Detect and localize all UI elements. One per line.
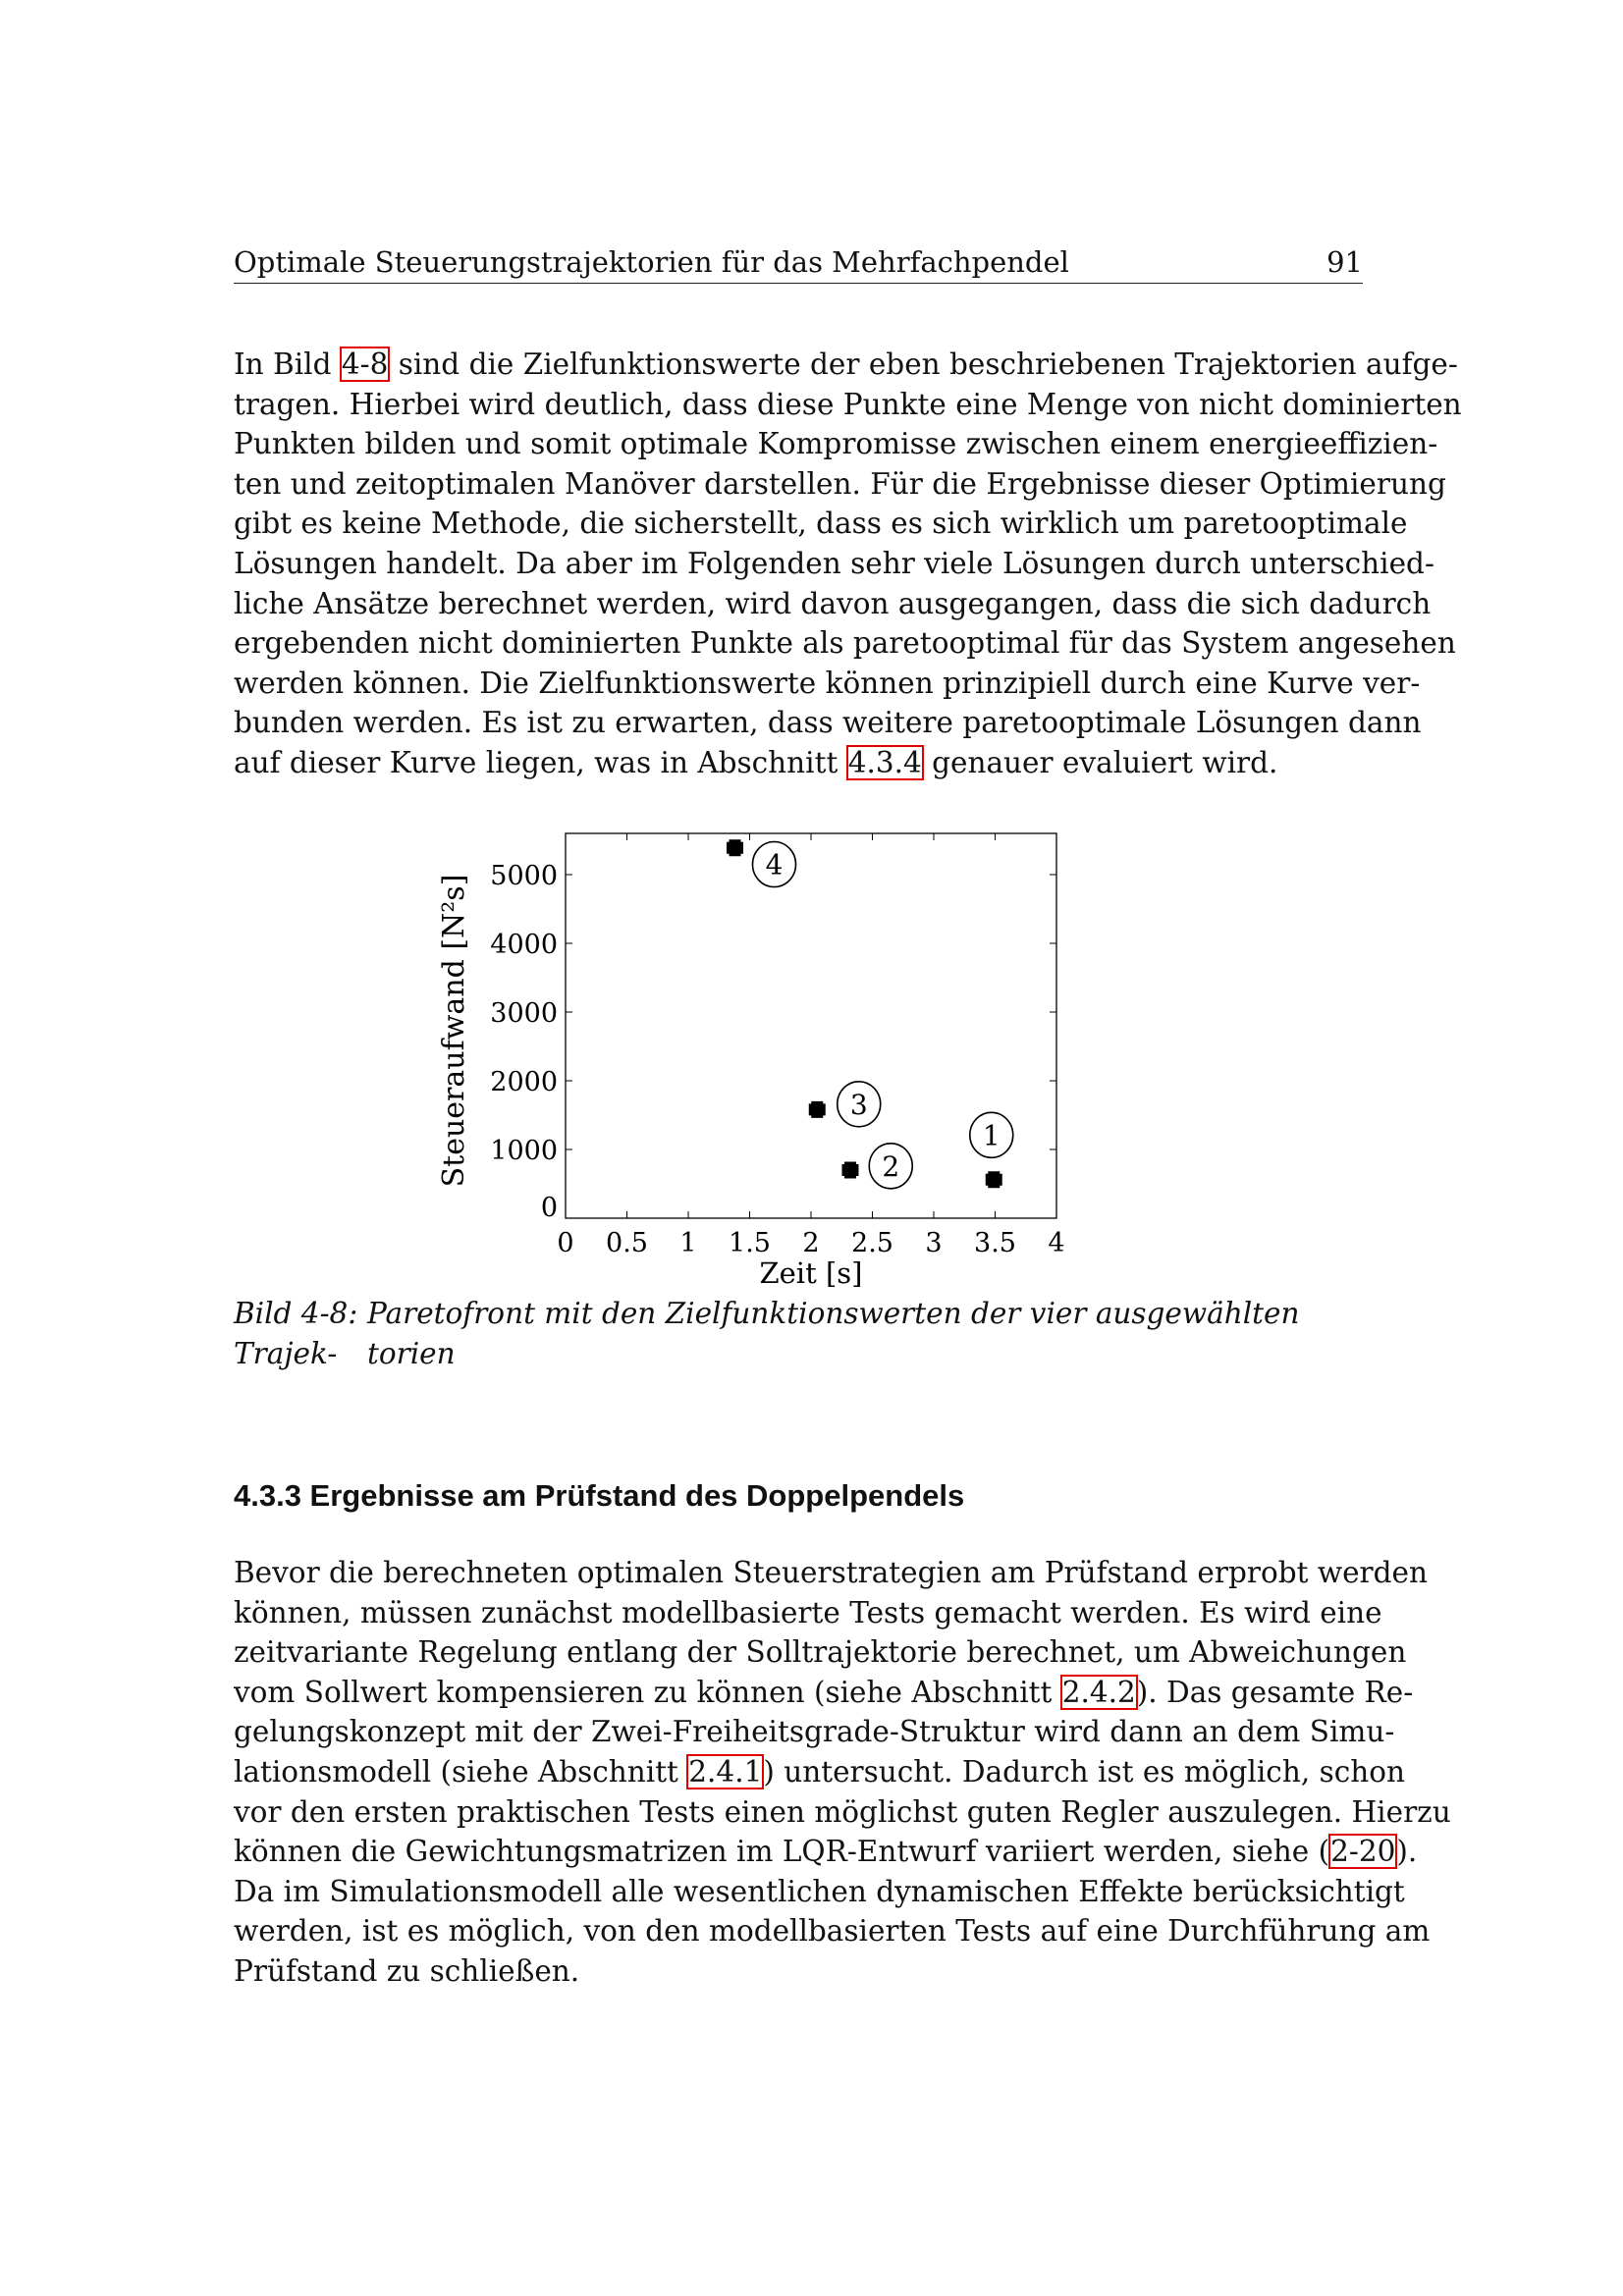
- data-point-marker: [808, 1100, 826, 1118]
- text-span: genauer evaluiert wird.: [922, 745, 1278, 779]
- text-span: Da im Simulationsmodell alle wesentliche…: [234, 1874, 1405, 1908]
- text-line: tragen. Hierbei wird deutlich, dass dies…: [234, 385, 1462, 425]
- page-number: 91: [1326, 245, 1363, 279]
- text-span: zeitvariante Regelung entlang der Solltr…: [234, 1635, 1407, 1670]
- text-span: werden, ist es möglich, von den modellba…: [234, 1914, 1431, 1949]
- text-line: zeitvariante Regelung entlang der Solltr…: [234, 1632, 1406, 1673]
- text-span: können, müssen zunächst modellbasierte T…: [234, 1595, 1382, 1629]
- y-tick-label: 1000: [490, 1136, 558, 1166]
- text-span: ). Das gesamte Re-: [1136, 1675, 1414, 1709]
- text-span: Punkten bilden und somit optimale Kompro…: [234, 427, 1438, 461]
- text-span: auf dieser Kurve liegen, was in Abschnit…: [234, 745, 847, 779]
- x-tick-label: 1.5: [729, 1228, 771, 1258]
- point-label: 2: [882, 1150, 899, 1183]
- text-span: ).: [1396, 1835, 1418, 1869]
- text-line: Lösungen handelt. Da aber im Folgenden s…: [234, 544, 1434, 584]
- text-line: gibt es keine Methode, die sicherstellt,…: [234, 504, 1408, 544]
- text-span: Prüfstand zu schließen.: [234, 1953, 580, 1988]
- text-line: Punkten bilden und somit optimale Kompro…: [234, 424, 1437, 464]
- x-tick-label: 2: [802, 1228, 819, 1258]
- cross-reference-link[interactable]: 2-20: [1328, 1834, 1398, 1870]
- text-span: lationsmodell (siehe Abschnitt: [234, 1754, 688, 1789]
- x-tick-label: 2.5: [851, 1228, 893, 1258]
- running-header: Optimale Steuerungstrajektorien für das …: [234, 243, 1363, 284]
- x-tick-label: 3: [925, 1228, 942, 1258]
- text-line: vom Sollwert kompensieren zu können (sie…: [234, 1673, 1413, 1713]
- text-line: Bevor die berechneten optimalen Steuerst…: [234, 1553, 1428, 1593]
- text-span: liche Ansätze berechnet werden, wird dav…: [234, 586, 1432, 620]
- point-label-circle: [836, 1081, 882, 1128]
- y-tick-label: 2000: [490, 1067, 558, 1097]
- text-span: gibt es keine Methode, die sicherstellt,…: [234, 507, 1408, 541]
- text-line: Da im Simulationsmodell alle wesentliche…: [234, 1872, 1405, 1912]
- plot-frame: [565, 832, 1057, 1219]
- text-span: können die Gewichtungsmatrizen im LQR-En…: [234, 1835, 1330, 1869]
- pareto-chart: 0 0.5 1 1.5 2 2.5 3 3.5 4 0 1000 2000 3000 4000 5000 Ze…: [437, 832, 1065, 1290]
- y-axis-label: Steueraufwand [N²s]: [437, 875, 471, 1188]
- point-label-circle: [751, 840, 797, 888]
- text-span: werden können. Die Zielfunktionswerte kö…: [234, 666, 1421, 700]
- y-tick-label: 5000: [490, 861, 558, 891]
- caption-label: Bild 4-8:: [234, 1297, 358, 1330]
- header-title: Optimale Steuerungstrajektorien für das …: [234, 245, 1069, 279]
- text-line: auf dieser Kurve liegen, was in Abschnit…: [234, 743, 1363, 783]
- x-axis-label: Zeit [s]: [760, 1256, 863, 1290]
- cross-reference-link[interactable]: 4.3.4: [845, 744, 924, 780]
- text-line: können die Gewichtungsmatrizen im LQR-En…: [234, 1832, 1417, 1872]
- x-tick-label: 1: [679, 1228, 696, 1258]
- cross-reference-link[interactable]: 2.4.1: [686, 1753, 765, 1789]
- text-line: bunden werden. Es ist zu erwarten, dass …: [234, 703, 1421, 743]
- caption-text-2: torien: [367, 1336, 456, 1370]
- point-label: 3: [850, 1089, 868, 1121]
- text-line: ten und zeitoptimalen Manöver darstellen…: [234, 464, 1446, 505]
- paragraph-1: In Bild 4-8 sind die Zielfunktionswerte …: [234, 345, 1462, 783]
- text-span: ergebenden nicht dominierten Punkte als …: [234, 626, 1456, 661]
- text-line: vor den ersten praktischen Tests einen m…: [234, 1792, 1451, 1833]
- text-span: Lösungen handelt. Da aber im Folgenden s…: [234, 546, 1434, 580]
- cross-reference-link[interactable]: 4-8: [339, 347, 391, 382]
- text-span: ) untersucht. Dadurch ist es möglich, sc…: [763, 1754, 1405, 1789]
- text-line: ergebenden nicht dominierten Punkte als …: [234, 623, 1456, 664]
- point-label: 4: [766, 849, 784, 881]
- paragraph-2: Bevor die berechneten optimalen Steuerst…: [234, 1553, 1451, 1992]
- text-line: liche Ansätze berechnet werden, wird dav…: [234, 584, 1431, 624]
- point-label: 1: [983, 1119, 1001, 1151]
- text-span: bunden werden. Es ist zu erwarten, dass …: [234, 706, 1422, 740]
- cross-reference-link[interactable]: 2.4.2: [1059, 1674, 1138, 1710]
- point-label-circle: [868, 1143, 914, 1190]
- text-span: In Bild: [234, 347, 341, 381]
- data-point-marker: [985, 1171, 1002, 1189]
- text-line: werden, ist es möglich, von den modellba…: [234, 1911, 1430, 1951]
- text-span: vor den ersten praktischen Tests einen m…: [234, 1794, 1451, 1829]
- data-point-marker: [841, 1161, 859, 1179]
- text-span: sind die Zielfunktionswerte der eben bes…: [389, 347, 1458, 381]
- figure-caption: Bild 4-8: Paretofront mit den Zielfunktio…: [234, 1294, 1363, 1373]
- x-tick-label: 0.5: [606, 1228, 648, 1258]
- text-span: Bevor die berechneten optimalen Steuerst…: [234, 1556, 1428, 1589]
- text-line: lationsmodell (siehe Abschnitt 2.4.1) un…: [234, 1752, 1405, 1792]
- text-span: ten und zeitoptimalen Manöver darstellen…: [234, 466, 1446, 501]
- text-line: gelungskonzept mit der Zwei-Freiheitsgra…: [234, 1712, 1394, 1752]
- x-tick-label: 4: [1048, 1228, 1064, 1258]
- point-label-circle: [968, 1111, 1014, 1159]
- x-tick-label: 3.5: [974, 1228, 1016, 1258]
- text-line: In Bild 4-8 sind die Zielfunktionswerte …: [234, 345, 1458, 385]
- data-point-marker: [727, 839, 743, 857]
- text-line: werden können. Die Zielfunktionswerte kö…: [234, 664, 1420, 704]
- text-span: tragen. Hierbei wird deutlich, dass dies…: [234, 387, 1462, 421]
- text-line: können, müssen zunächst modellbasierte T…: [234, 1593, 1382, 1633]
- y-tick-label: 4000: [490, 930, 558, 960]
- y-tick-label: 3000: [490, 998, 558, 1029]
- text-span: vom Sollwert kompensieren zu können (sie…: [234, 1675, 1061, 1709]
- y-tick-label: 0: [541, 1193, 558, 1223]
- caption-text-1: Paretofront mit den Zielfunktionswerten …: [234, 1297, 1300, 1370]
- x-tick-label: 0: [557, 1228, 573, 1258]
- text-span: gelungskonzept mit der Zwei-Freiheitsgra…: [234, 1715, 1395, 1749]
- section-heading: 4.3.3 Ergebnisse am Prüfstand des Doppel…: [234, 1478, 965, 1513]
- text-line: Prüfstand zu schließen.: [234, 1951, 1363, 1992]
